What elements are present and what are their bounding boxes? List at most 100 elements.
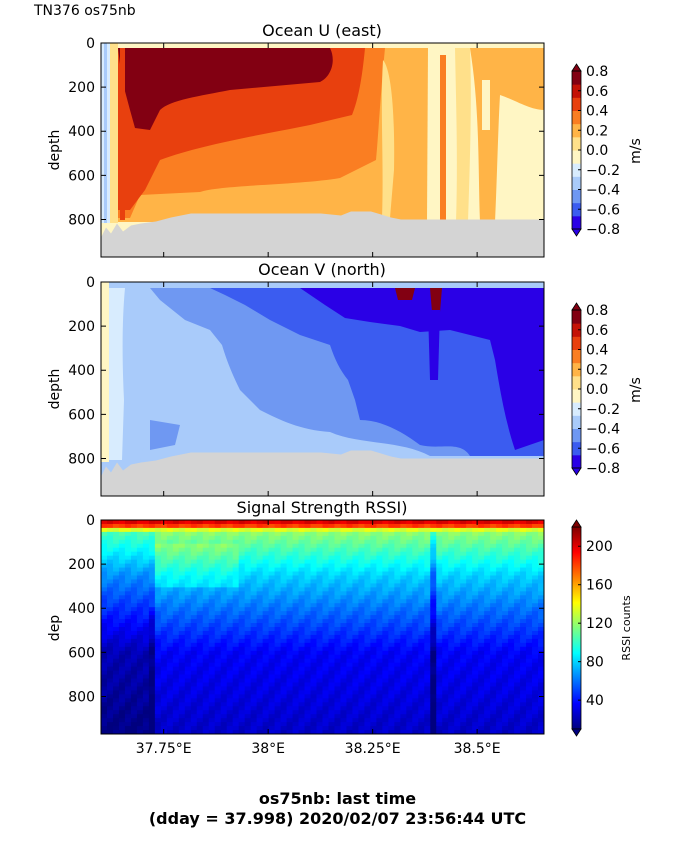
rssi-cell bbox=[232, 591, 240, 596]
rssi-cell bbox=[400, 726, 407, 731]
rssi-cell bbox=[202, 579, 210, 584]
rssi-cell bbox=[478, 690, 485, 695]
rssi-cell bbox=[136, 595, 144, 600]
rssi-cell bbox=[538, 674, 544, 680]
rssi-cell bbox=[514, 630, 521, 636]
rssi-cell bbox=[454, 666, 461, 672]
rssi-cell bbox=[376, 710, 383, 715]
rssi-cell bbox=[178, 722, 186, 727]
rssi-cell bbox=[118, 662, 126, 668]
rssi-cell bbox=[106, 678, 114, 684]
rssi-cell bbox=[532, 726, 539, 731]
rssi-cell bbox=[364, 642, 371, 648]
rssi-cell bbox=[214, 551, 222, 557]
rssi-cell bbox=[184, 698, 192, 703]
rssi-cell bbox=[454, 650, 461, 656]
rssi-cell bbox=[310, 619, 318, 624]
rssi-cell bbox=[304, 559, 312, 565]
rssi-cell bbox=[214, 527, 222, 533]
rssi-cell bbox=[148, 523, 156, 529]
rssi-cell bbox=[406, 575, 413, 581]
rssi-cell bbox=[130, 694, 138, 699]
rssi-cell bbox=[124, 726, 132, 731]
rssi-cell bbox=[190, 563, 198, 569]
rssi-cell bbox=[466, 571, 473, 577]
rssi-cell bbox=[250, 567, 258, 573]
rssi-cell bbox=[202, 682, 210, 688]
rssi-cell bbox=[364, 730, 371, 734]
rssi-cell bbox=[472, 595, 479, 600]
rssi-cell bbox=[208, 730, 216, 734]
rssi-cell bbox=[526, 547, 533, 553]
rssi-cell bbox=[112, 662, 120, 668]
rssi-cell bbox=[322, 583, 330, 588]
rssi-cell bbox=[508, 615, 515, 620]
rssi-cell bbox=[142, 658, 150, 664]
rssi-cell bbox=[490, 595, 497, 600]
rssi-cell bbox=[334, 706, 342, 711]
rssi-cell bbox=[292, 567, 300, 573]
rssi-cell bbox=[316, 674, 324, 680]
rssi-cell bbox=[436, 627, 443, 632]
rssi-cell bbox=[238, 543, 246, 549]
rssi-cell bbox=[334, 670, 342, 676]
rssi-cell bbox=[388, 575, 395, 581]
rssi-cell bbox=[154, 535, 162, 541]
rssi-cell bbox=[184, 619, 192, 624]
rssi-cell bbox=[298, 615, 306, 620]
rssi-cell bbox=[538, 623, 544, 628]
rssi-cell bbox=[166, 599, 174, 604]
rssi-cell bbox=[364, 575, 371, 581]
rssi-cell bbox=[508, 694, 515, 699]
rssi-cell bbox=[118, 638, 126, 644]
rssi-cell bbox=[118, 567, 126, 573]
rssi-cell bbox=[520, 627, 527, 632]
rssi-cell bbox=[172, 627, 180, 632]
rssi-cell bbox=[250, 599, 258, 604]
rssi-cell bbox=[400, 623, 407, 628]
rssi-cell bbox=[484, 531, 491, 537]
rssi-cell bbox=[154, 563, 162, 569]
rssi-cell bbox=[232, 575, 240, 581]
rssi-cell bbox=[178, 619, 186, 624]
rssi-cell bbox=[256, 583, 264, 588]
rssi-cell bbox=[460, 666, 467, 672]
rssi-cell bbox=[532, 595, 539, 600]
rssi-cell bbox=[382, 670, 389, 676]
rssi-cell bbox=[112, 559, 120, 565]
rssi-cell bbox=[454, 539, 461, 545]
rssi-cell bbox=[316, 607, 324, 612]
rssi-cell bbox=[136, 539, 144, 545]
rssi-cell bbox=[382, 710, 389, 715]
rssi-cell bbox=[454, 611, 461, 616]
rssi-cell bbox=[274, 706, 282, 711]
rssi-cell bbox=[322, 611, 330, 616]
rssi-cell bbox=[256, 710, 264, 715]
rssi-cell bbox=[112, 595, 120, 600]
rssi-cell bbox=[232, 615, 240, 620]
rssi-cell bbox=[184, 539, 192, 545]
rssi-cell bbox=[322, 730, 330, 734]
rssi-cell bbox=[256, 698, 264, 703]
rssi-cell bbox=[184, 694, 192, 699]
rssi-cell bbox=[484, 702, 491, 707]
rssi-cell bbox=[358, 722, 366, 727]
rssi-cell bbox=[106, 520, 114, 525]
rssi-cell bbox=[322, 726, 330, 731]
rssi-cell bbox=[448, 520, 455, 525]
rssi-cell bbox=[214, 658, 222, 664]
rssi-cell bbox=[508, 599, 515, 604]
rssi-cell bbox=[268, 706, 276, 711]
rssi-cell bbox=[436, 599, 443, 604]
rssi-cell bbox=[538, 730, 544, 734]
rssi-cell bbox=[376, 730, 383, 734]
rssi-cell bbox=[358, 706, 366, 711]
rssi-cell bbox=[382, 539, 389, 545]
rssi-cell bbox=[166, 662, 174, 668]
rssi-cell bbox=[160, 623, 168, 628]
rssi-cell bbox=[310, 603, 318, 608]
rssi-cell bbox=[298, 579, 306, 584]
rssi-cell bbox=[130, 682, 138, 688]
rssi-cell bbox=[430, 722, 437, 727]
rssi-cell bbox=[322, 575, 330, 581]
